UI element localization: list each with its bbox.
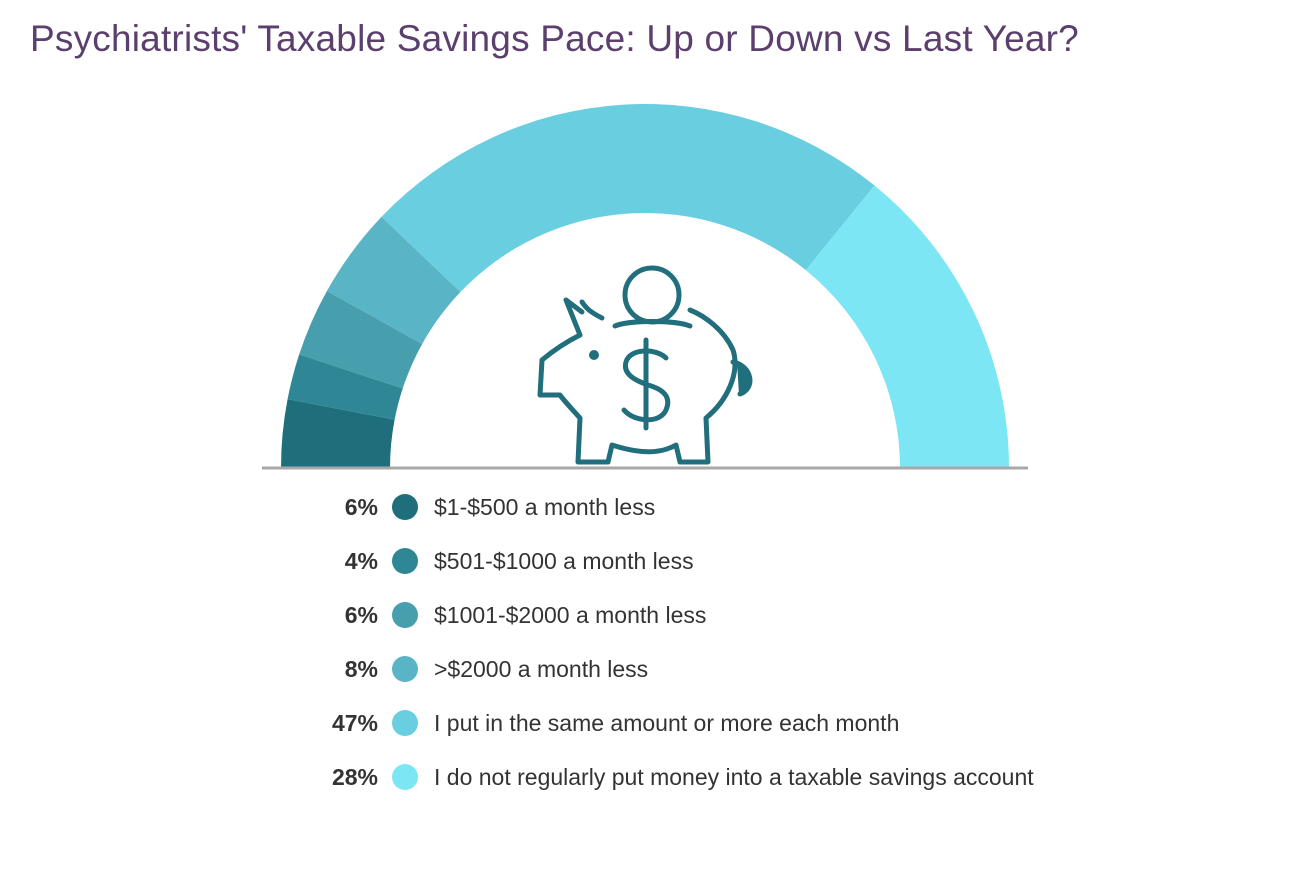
gauge-segment-4 [326,216,461,345]
gauge-segment-3 [299,291,423,389]
legend-swatch [392,656,418,682]
gauge-segments [281,104,1009,469]
legend-label: $501-$1000 a month less [434,548,694,574]
gauge-chart [262,104,1028,470]
legend-value: 28% [331,764,378,790]
legend-label: I put in the same amount or more each mo… [434,710,900,736]
gauge-segment-5 [381,104,875,293]
legend-value: 6% [344,494,378,520]
legend-item: 6% $1001-$2000 a month less [300,596,1060,634]
legend-swatch [392,602,418,628]
legend-item: 6% $1-$500 a month less [300,488,1060,526]
legend-label: $1001-$2000 a month less [434,602,707,628]
gauge-segment-1 [281,399,395,468]
legend-swatch [392,494,418,520]
gauge-segment-2 [287,354,403,420]
legend-swatch [392,764,418,790]
legend-swatch [392,548,418,574]
legend: 6% $1-$500 a month less 4% $501-$1000 a mon… [300,488,1060,812]
legend-label: >$2000 a month less [434,656,649,682]
legend-swatch [392,710,418,736]
legend-item: 47% I put in the same amount or more each… [300,704,1060,742]
legend-item: 8% >$2000 a month less [300,650,1060,688]
chart-title: Psychiatrists' Taxable Savings Pace: Up … [30,18,1079,59]
pig-tail [737,362,751,395]
legend-item: 28% I do not regularly put money into a t… [300,758,1060,796]
piggy-bank-dollar-icon [537,265,753,465]
legend-value: 8% [344,656,378,682]
legend-item: 4% $501-$1000 a month less [300,542,1060,580]
legend-label: $1-$500 a month less [434,494,656,520]
legend-value: 47% [331,710,378,736]
gauge-segment-6 [805,185,1009,469]
legend-label: I do not regularly put money into a taxa… [434,764,1034,790]
legend-value: 4% [344,548,378,574]
legend-value: 6% [344,602,378,628]
pig-eye [589,350,599,360]
